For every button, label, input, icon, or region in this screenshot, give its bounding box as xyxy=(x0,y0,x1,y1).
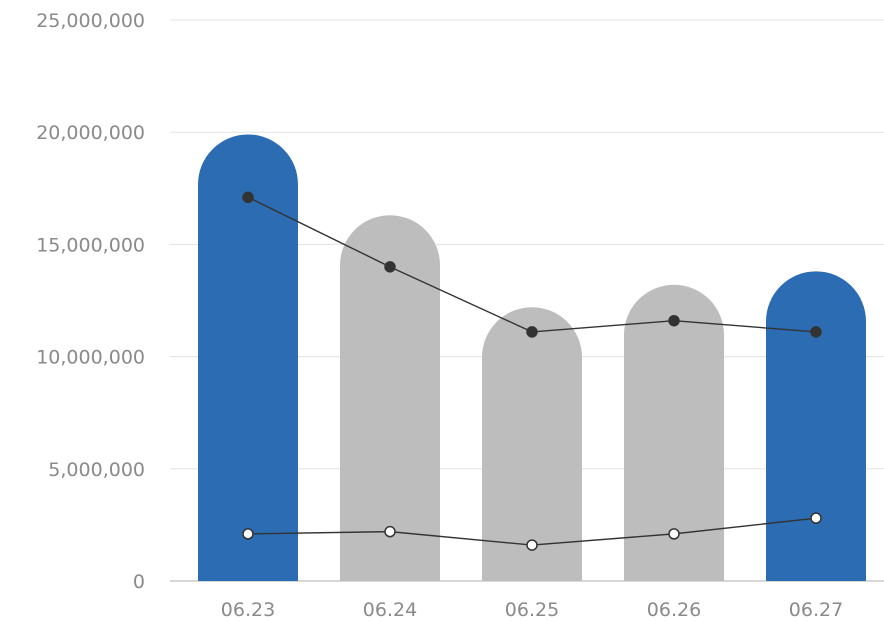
y-tick-label: 25,000,000 xyxy=(36,10,145,32)
series-point-2 xyxy=(384,525,396,538)
bar xyxy=(198,134,298,581)
line-series xyxy=(242,191,822,551)
series-point-2 xyxy=(242,528,254,540)
series-point-1 xyxy=(668,314,680,327)
series-point-1 xyxy=(242,191,254,204)
series-point-1 xyxy=(384,261,396,273)
series-point-2 xyxy=(526,539,538,551)
y-tick-label: 5,000,000 xyxy=(48,459,145,481)
bar xyxy=(482,307,582,581)
y-tick-label: 0 xyxy=(133,571,145,593)
y-tick-label: 20,000,000 xyxy=(36,122,145,144)
x-tick-label: 06.26 xyxy=(647,599,701,621)
y-tick-label: 15,000,000 xyxy=(36,234,145,256)
series-point-2 xyxy=(810,512,822,524)
y-axis-tick-labels: 0 5,000,000 10,000,000 15,000,000 20,000,000… xyxy=(36,10,145,593)
bar-series xyxy=(198,134,866,582)
x-tick-label: 06.25 xyxy=(505,599,559,621)
bar xyxy=(766,271,866,581)
series-point-1 xyxy=(526,326,538,338)
x-tick-label: 06.27 xyxy=(789,599,843,621)
x-tick-label: 06.24 xyxy=(363,599,417,621)
x-axis-tick-labels: 06.23 06.24 06.25 06.26 06.27 xyxy=(221,599,843,621)
series-point-1 xyxy=(810,326,822,338)
series-point-2 xyxy=(668,528,680,540)
y-tick-label: 10,000,000 xyxy=(36,347,145,369)
bar xyxy=(624,284,724,581)
bar xyxy=(340,215,440,582)
x-tick-label: 06.23 xyxy=(221,599,275,621)
